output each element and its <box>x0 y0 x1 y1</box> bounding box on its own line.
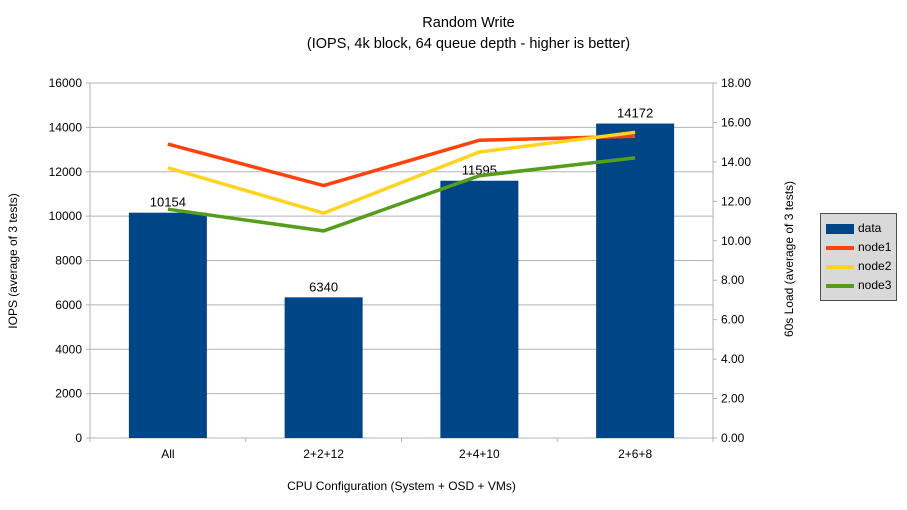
right-tick-label: 8.00 <box>721 273 745 287</box>
category-label: 2+4+10 <box>459 447 500 461</box>
legend-label: node1 <box>858 240 892 254</box>
right-tick-label: 10.00 <box>721 234 751 248</box>
right-axis-title: 60s Load (average of 3 tests) <box>782 180 796 338</box>
legend-label: node3 <box>858 278 892 292</box>
right-tick-label: 6.00 <box>721 313 745 327</box>
left-tick-label: 16000 <box>49 76 83 90</box>
line-node2 <box>167 130 636 216</box>
x-axis-title: CPU Configuration (System + OSD + VMs) <box>287 479 516 493</box>
chart-title-block: Random Write (IOPS, 4k block, 64 queue d… <box>30 13 907 55</box>
left-axis-title: IOPS (average of 3 tests) <box>6 193 20 329</box>
category-label: All <box>161 447 174 461</box>
legend-item-node1: node1 <box>826 240 896 255</box>
bar-data <box>284 297 363 438</box>
left-tick-label: 10000 <box>49 209 83 223</box>
legend-swatch-node2 <box>826 264 854 269</box>
left-tick-label: 2000 <box>55 387 82 401</box>
right-tick-label: 0.00 <box>721 431 745 445</box>
line-node1 <box>167 134 636 188</box>
legend-swatch-data <box>826 223 854 234</box>
right-tick-label: 16.00 <box>721 115 751 129</box>
legend-swatch-node3 <box>826 283 854 288</box>
bar-value-label: 14172 <box>617 106 653 121</box>
chart-subtitle: (IOPS, 4k block, 64 queue depth - higher… <box>306 36 631 52</box>
right-tick-label: 18.00 <box>721 76 751 90</box>
legend-item-data: data <box>826 221 896 236</box>
bar-data <box>128 212 207 438</box>
category-label: 2+6+8 <box>618 447 652 461</box>
left-tick-label: 14000 <box>49 120 83 134</box>
legend-item-node3: node3 <box>826 278 896 293</box>
legend-swatch-node1 <box>826 245 854 250</box>
bar-data <box>440 180 519 438</box>
legend-item-node2: node2 <box>826 259 896 274</box>
bar-value-label: 6340 <box>309 279 338 294</box>
left-tick-label: 4000 <box>55 342 82 356</box>
legend: data node1 node2 node3 <box>820 213 897 301</box>
left-tick-label: 8000 <box>55 254 82 268</box>
right-tick-label: 14.00 <box>721 155 751 169</box>
left-tick-label: 6000 <box>55 298 82 312</box>
left-tick-label: 12000 <box>49 165 83 179</box>
legend-label: data <box>858 221 882 235</box>
right-tick-label: 2.00 <box>721 392 745 406</box>
right-tick-label: 4.00 <box>721 352 745 366</box>
line-node3 <box>167 156 636 233</box>
legend-label: node2 <box>858 259 892 273</box>
right-tick-label: 12.00 <box>721 194 751 208</box>
bar-data <box>596 123 675 438</box>
left-tick-label: 0 <box>75 431 82 445</box>
category-label: 2+2+12 <box>303 447 344 461</box>
bar-value-label: 10154 <box>150 195 186 210</box>
chart-title: Random Write <box>422 15 515 31</box>
